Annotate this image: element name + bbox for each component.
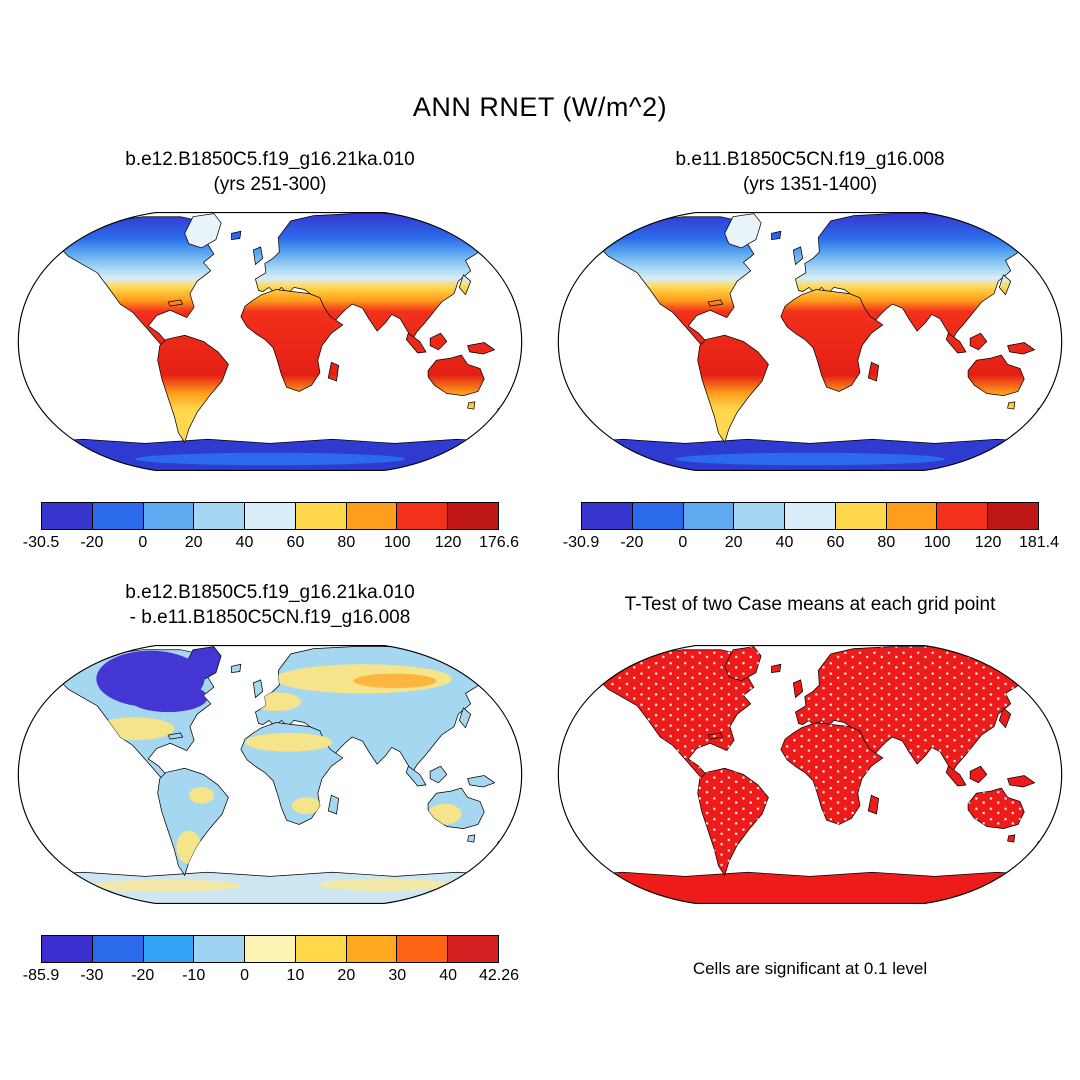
case2-name: b.e11.B1850C5CN.f19_g16.008 — [675, 148, 945, 170]
colorbar-segment — [937, 503, 989, 529]
colorbar-labels: -85.9 -30 -20 -10 0 10 20 30 40 42.26 — [23, 967, 519, 989]
colorbar-segment — [143, 503, 195, 529]
panel-ttest: T-Test of two Case means at each grid po… — [540, 556, 1080, 989]
diff-line2: - b.e11.B1850C5CN.f19_g16.008 — [129, 607, 411, 628]
antarctica-shape — [18, 871, 522, 904]
panel-case2-title: b.e11.B1850C5CN.f19_g16.008 (yrs 1351-14… — [675, 145, 944, 199]
colorbar-segment — [346, 503, 398, 529]
colorbar-tick-label: 100 — [923, 534, 951, 551]
colorbar-segment — [632, 503, 684, 529]
colorbar-tick-label: 40 — [235, 534, 254, 551]
world-map-difference — [17, 644, 523, 905]
colorbar-tick-label: 181.4 — [1018, 534, 1060, 551]
panel-case1: b.e12.B1850C5.f19_g16.21ka.010 (yrs 251-… — [0, 133, 540, 556]
world-map-case1 — [17, 211, 523, 472]
land-shape — [60, 214, 506, 443]
colorbar-segment — [734, 503, 786, 529]
colorbar-segment — [295, 936, 347, 962]
colorbar-boxes — [41, 935, 499, 963]
panel-difference-title: b.e12.B1850C5.f19_g16.21ka.010 - b.e11.B… — [125, 578, 414, 632]
ttest-title-text: T-Test of two Case means at each grid po… — [624, 594, 996, 616]
colorbar-segment — [582, 503, 633, 529]
colorbar-segment — [92, 503, 144, 529]
antarctica-interior-shading — [134, 452, 406, 466]
case1-years: (yrs 251-300) — [213, 174, 327, 195]
antarctica-anomaly-patches — [91, 878, 451, 893]
colorbar-case1: -30.5 -20 0 20 40 60 80 100 120 176.6 — [23, 502, 519, 556]
colorbar-tick-label: -30.5 — [22, 534, 60, 551]
colorbar-segment — [143, 936, 195, 962]
colorbar-tick-label: 0 — [240, 967, 249, 984]
colorbar-tick-label: 42.26 — [478, 967, 520, 984]
colorbar-tick-label: 10 — [286, 967, 305, 984]
colorbar-segment — [397, 503, 449, 529]
land-shape — [600, 214, 1046, 443]
colorbar-tick-label: 40 — [439, 967, 458, 984]
colorbar-tick-label: 60 — [826, 534, 845, 551]
colorbar-segment — [886, 503, 938, 529]
colorbar-segment — [245, 936, 296, 962]
colorbar-tick-label: 80 — [337, 534, 356, 551]
case2-years: (yrs 1351-1400) — [742, 174, 878, 195]
case1-name: b.e12.B1850C5.f19_g16.21ka.010 — [125, 148, 415, 170]
colorbar-tick-label: 120 — [974, 534, 1002, 551]
colorbar-labels: -30.9 -20 0 20 40 60 80 100 120 181.4 — [563, 534, 1059, 556]
antarctica-interior-shading — [674, 452, 946, 466]
colorbar-tick-label: 20 — [184, 534, 203, 551]
colorbar-segment — [835, 503, 887, 529]
colorbar-tick-label: -20 — [131, 967, 155, 984]
colorbar-tick-label: 176.6 — [478, 534, 520, 551]
colorbar-tick-label: 120 — [434, 534, 462, 551]
colorbar-tick-label: 30 — [388, 967, 407, 984]
colorbar-segment — [397, 936, 449, 962]
colorbar-segment — [346, 936, 398, 962]
colorbar-tick-label: -20 — [80, 534, 104, 551]
panel-case2: b.e11.B1850C5CN.f19_g16.008 (yrs 1351-14… — [540, 133, 1080, 556]
colorbar-tick-label: 80 — [877, 534, 896, 551]
figure-title: ANN RNET (W/m^2) — [412, 92, 668, 122]
panel-grid: b.e12.B1850C5.f19_g16.21ka.010 (yrs 251-… — [0, 133, 1080, 989]
world-map-ttest — [557, 644, 1063, 905]
world-map-case2 — [557, 211, 1063, 472]
colorbar-segment — [448, 936, 499, 962]
colorbar-difference: -85.9 -30 -20 -10 0 10 20 30 40 42.26 — [23, 935, 519, 989]
colorbar-case2: -30.9 -20 0 20 40 60 80 100 120 181.4 — [563, 502, 1059, 556]
colorbar-tick-label: 100 — [383, 534, 411, 551]
colorbar-segment — [295, 503, 347, 529]
colorbar-segment — [683, 503, 735, 529]
colorbar-segment — [92, 936, 144, 962]
panel-ttest-title: T-Test of two Case means at each grid po… — [625, 578, 996, 632]
colorbar-segment — [448, 503, 499, 529]
colorbar-segment — [42, 936, 93, 962]
colorbar-tick-label: 0 — [678, 534, 688, 551]
colorbar-segment — [245, 503, 296, 529]
colorbar-tick-label: 20 — [337, 967, 356, 984]
colorbar-segment — [194, 936, 246, 962]
colorbar-segment — [42, 503, 93, 529]
significance-caption: Cells are significant at 0.1 level — [692, 959, 928, 978]
colorbar-tick-label: -20 — [620, 534, 644, 551]
panel-difference: b.e12.B1850C5.f19_g16.21ka.010 - b.e11.B… — [0, 556, 540, 989]
colorbar-tick-label: -85.9 — [22, 967, 60, 984]
colorbar-tick-label: -30 — [80, 967, 104, 984]
diff-line1: b.e12.B1850C5.f19_g16.21ka.010 — [125, 581, 415, 603]
colorbar-tick-label: 40 — [775, 534, 794, 551]
colorbar-segment — [988, 503, 1039, 529]
non-significant-cells — [599, 646, 1025, 876]
colorbar-tick-label: 60 — [286, 534, 305, 551]
colorbar-boxes — [41, 502, 499, 530]
colorbar-tick-label: -30.9 — [562, 534, 600, 551]
colorbar-tick-label: 0 — [138, 534, 148, 551]
antarctica-shape — [558, 871, 1062, 904]
colorbar-labels: -30.5 -20 0 20 40 60 80 100 120 176.6 — [23, 534, 519, 556]
colorbar-tick-label: 20 — [724, 534, 743, 551]
colorbar-segment — [785, 503, 836, 529]
panel-case1-title: b.e12.B1850C5.f19_g16.21ka.010 (yrs 251-… — [125, 145, 414, 199]
colorbar-segment — [194, 503, 246, 529]
colorbar-tick-label: -10 — [182, 967, 206, 984]
colorbar-boxes — [581, 502, 1039, 530]
